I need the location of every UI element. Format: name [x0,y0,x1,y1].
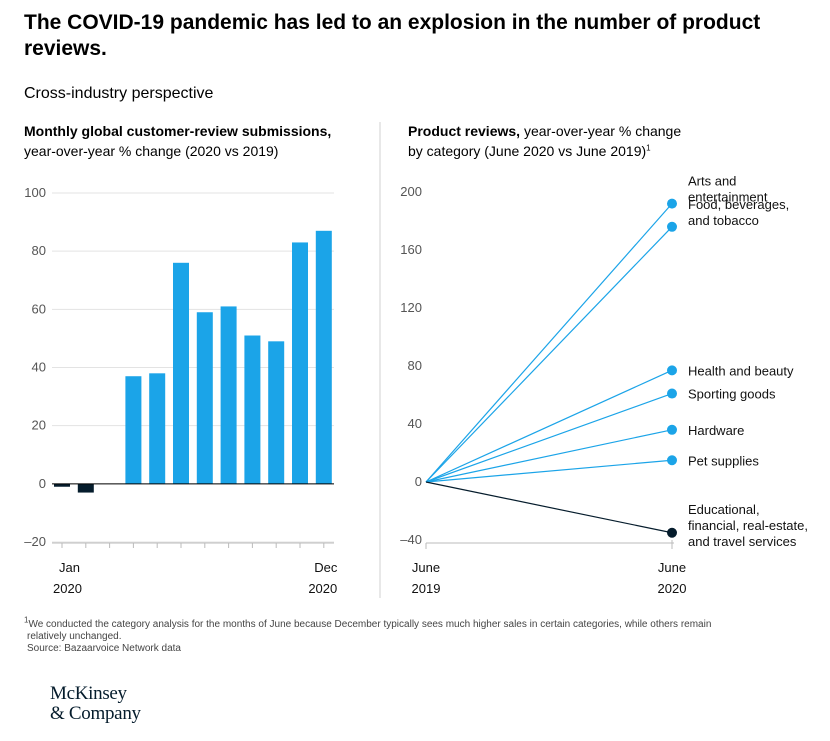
slope-label-health-and-beauty: Health and beauty [688,363,794,378]
bar-dec [315,230,332,484]
slope-y-tick-label: 120 [400,300,422,315]
logo-line2: & Company [50,703,141,724]
footnote-marker: 1 [646,143,651,153]
left-heading-bold: Monthly global customer-review submissio… [24,123,332,139]
right-heading-rest-2: by category (June 2020 vs June 2019) [408,143,647,159]
logo-line1: McKinsey [50,683,127,704]
bar-jul [196,312,213,484]
slope-line-food-beverages-and-tobacco [425,226,673,483]
slope-label-sporting-goods: Sporting goods [688,387,776,402]
slope-point-educational-financial-real-estate-and-travel-services [667,527,677,538]
slope-y-tick-label: 0 [415,474,422,489]
bar-aug [220,306,237,484]
bar-feb [77,483,94,493]
bar-y-tick-label: 80 [32,243,46,258]
section-subtitle: Cross-industry perspective [24,85,214,102]
slope-y-tick-label: 160 [400,242,422,257]
bar-y-tick-label: 60 [32,301,46,316]
slope-label-arts-and-entertainment: Arts and entertainment [688,174,768,205]
right-heading-rest-1: year-over-year % change [523,123,682,139]
right-heading-bold: Product reviews, [408,123,521,139]
footnote-line2: relatively unchanged. [27,631,122,642]
bar-y-tick-label: 40 [32,360,46,375]
bar-x-end-month: Dec [314,560,338,575]
slope-y-tick-label: 40 [408,416,422,431]
bar-sep [244,335,261,484]
slope-label-educational-financial-real-estate-and-travel-services: Educational, financial, real-estate, and t… [688,502,808,549]
slope-line-educational-financial-real-estate-and-travel-services [425,481,673,534]
bar-jun [173,262,189,484]
bar-oct [268,341,285,484]
chart-title: The COVID-19 pandemic has led to an expl… [24,11,761,60]
left-panel-heading: Monthly global customer-review submissio… [24,121,364,161]
bar-nov [292,242,308,484]
footnote-line1: We conducted the category analysis for t… [28,619,712,630]
slope-label-food-beverages-and-tobacco: Food, beverages, and tobacco [688,197,789,228]
bar-y-tick-label: –20 [24,534,46,549]
bar-x-start-month: Jan [59,560,80,575]
slope-line-health-and-beauty [425,369,673,483]
slope-x-label-2020-year: 2020 [658,581,687,596]
slope-point-health-and-beauty [667,365,677,376]
slope-x-label-2019-month: June [412,560,440,575]
source-note: Source: Bazaarvoice Network data [27,643,181,654]
right-panel-heading: Product reviews, year-over-year % change… [408,121,748,161]
bar-y-tick-label: 0 [39,476,46,491]
slope-chart: 200 160 120 80 40 0 –40 Arts and entertainmentFo… [400,174,808,596]
slope-point-food-beverages-and-tobacco [667,221,677,232]
slope-y-tick-label: 200 [400,184,422,199]
bar-may [149,373,166,484]
slope-line-pet-supplies [425,459,673,483]
slope-point-pet-supplies [667,455,677,466]
slope-y-tick-label: 80 [408,358,422,373]
slope-point-hardware [667,424,677,435]
bar-apr [125,376,142,484]
bar-chart: 100 80 60 40 20 0 –20 Jan 2020 Dec 2020 [24,185,338,596]
slope-y-tick-label: –40 [400,532,422,547]
slope-label-pet-supplies: Pet supplies [688,453,759,468]
bar-y-tick-label: 20 [32,418,46,433]
footnote-number: 1 [24,615,29,625]
bar-y-tick-label: 100 [24,185,46,200]
slope-x-label-2020-month: June [658,560,686,575]
left-heading-rest: year-over-year % change (2020 vs 2019) [24,143,279,159]
bar-x-start-year: 2020 [53,581,82,596]
slope-line-hardware [425,429,673,483]
slope-point-sporting-goods [667,388,677,399]
slope-line-arts-and-entertainment [425,203,673,483]
bar-jan [54,483,70,487]
bar-x-end-year: 2020 [308,581,337,596]
footnote: 1We conducted the category analysis for … [24,615,804,655]
mckinsey-logo: McKinsey & Company [50,684,141,724]
slope-line-sporting-goods [425,392,673,483]
slope-point-arts-and-entertainment [667,198,677,209]
slope-label-hardware: Hardware [688,423,744,438]
slope-x-label-2019-year: 2019 [412,581,441,596]
